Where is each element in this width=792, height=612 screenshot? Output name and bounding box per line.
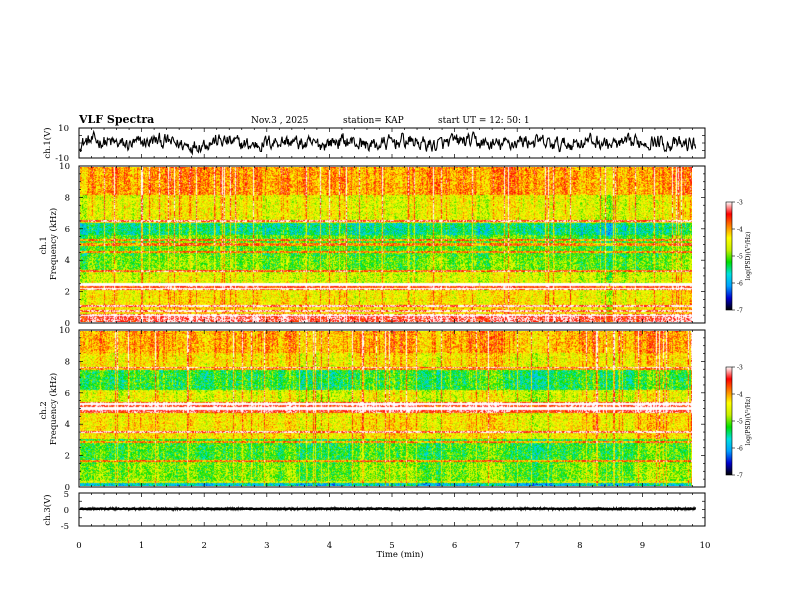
- date-label: Nov.3 , 2025: [251, 116, 309, 126]
- ch2-spec-ylabel: ch.2 Frequency (kHz): [39, 373, 59, 445]
- colorbar-tick-label: -5: [737, 254, 743, 261]
- ch3-waveform-panel: 5 0 -5 ch.3(V) 0 1 2 3 4 5 6 7 8 9 10 Time (min): [42, 490, 710, 560]
- x-tick-label: 6: [452, 541, 457, 551]
- freq-tick-label: 0: [65, 319, 70, 329]
- freq-tick-label: 6: [65, 389, 70, 399]
- x-tick-label: 3: [264, 541, 269, 551]
- ch1-waveform-panel: 10 -10 ch.1(V): [42, 124, 706, 164]
- x-tick-label: 5: [389, 541, 394, 551]
- freq-tick-label: 2: [65, 288, 70, 298]
- colorbar-1-label: log(PSD)(V²/Hz): [745, 232, 752, 281]
- x-tick-label: 9: [640, 541, 645, 551]
- x-tick-label: 2: [201, 541, 206, 551]
- x-tick-label: 10: [700, 541, 711, 551]
- ch3-ylabel: ch.3(V): [42, 494, 53, 525]
- ch3-ytick-bottom: -5: [61, 522, 69, 532]
- freq-tick-label: 10: [59, 162, 70, 172]
- colorbar-1-gradient: [726, 202, 732, 310]
- ch2-spectrogram-image: [80, 331, 692, 486]
- x-tick-label: 1: [139, 541, 144, 551]
- colorbar-2: -3 -4 -5 -6 -7 log(PSD)(V²/Hz): [725, 365, 752, 480]
- ch1-spectrogram-panel: 0 2 4 6 8 10 ch.1 Frequency (kHz): [39, 162, 706, 329]
- x-tick-label: 8: [577, 541, 582, 551]
- x-tick-label: 7: [514, 541, 519, 551]
- freq-tick-label: 6: [65, 225, 70, 235]
- freq-tick-label: 0: [65, 483, 70, 493]
- colorbar-2-label: log(PSD)(V²/Hz): [745, 397, 752, 446]
- freq-tick-label: 2: [65, 452, 70, 462]
- ch3-ytick-mid: 0: [64, 506, 69, 516]
- colorbar-tick-label: -4: [737, 227, 743, 234]
- colorbar-tick-label: -3: [737, 365, 743, 372]
- colorbar-2-gradient: [726, 367, 732, 475]
- start-time-label: start UT = 12: 50: 1: [438, 116, 530, 126]
- freq-tick-label: 4: [65, 256, 70, 266]
- freq-tick-label: 8: [65, 357, 70, 367]
- ch3-ytick-top: 5: [64, 490, 69, 500]
- colorbar-tick-label: -5: [737, 419, 743, 426]
- freq-tick-label: 4: [65, 420, 70, 430]
- ch3-waveform-line: [79, 505, 697, 513]
- ch1-waveform-line: [79, 129, 697, 156]
- ch1-ytick-top: 10: [58, 124, 69, 134]
- x-tick-label: 4: [327, 541, 332, 551]
- ch1-spec-ylabel: ch.1 Frequency (kHz): [39, 208, 59, 280]
- colorbar-tick-label: -3: [737, 200, 743, 207]
- ch2-spec-ylabel-line1: ch.2: [39, 401, 49, 419]
- ch1-ylabel: ch.1(V): [42, 127, 53, 158]
- colorbar-tick-label: -7: [737, 473, 743, 480]
- ch1-spec-ylabel-line1: ch.1: [39, 236, 49, 254]
- colorbar-tick-label: -4: [737, 392, 743, 399]
- ch1-ytick-bottom: -10: [55, 154, 69, 164]
- ch1-waveform-frame: [78, 127, 706, 159]
- freq-tick-label: 10: [59, 326, 70, 336]
- colorbar-tick-label: -6: [737, 281, 743, 288]
- colorbar-tick-label: -7: [737, 308, 743, 315]
- figure-title: VLF Spectra: [78, 113, 154, 126]
- ch2-spectrogram-panel: 0 2 4 6 8 10 ch.2 Frequency (kHz): [39, 326, 706, 493]
- colorbar-tick-label: -6: [737, 446, 743, 453]
- ch2-spec-ylabel-line2: Frequency (kHz): [48, 373, 59, 445]
- time-axis-label: Time (min): [376, 549, 423, 560]
- freq-tick-label: 8: [65, 193, 70, 203]
- ch1-spec-ylabel-line2: Frequency (kHz): [48, 208, 59, 280]
- ch1-spectrogram-image: [80, 167, 692, 322]
- station-label: station= KAP: [343, 116, 404, 126]
- x-tick-label: 0: [76, 541, 81, 551]
- colorbar-1: -3 -4 -5 -6 -7 log(PSD)(V²/Hz): [725, 200, 752, 315]
